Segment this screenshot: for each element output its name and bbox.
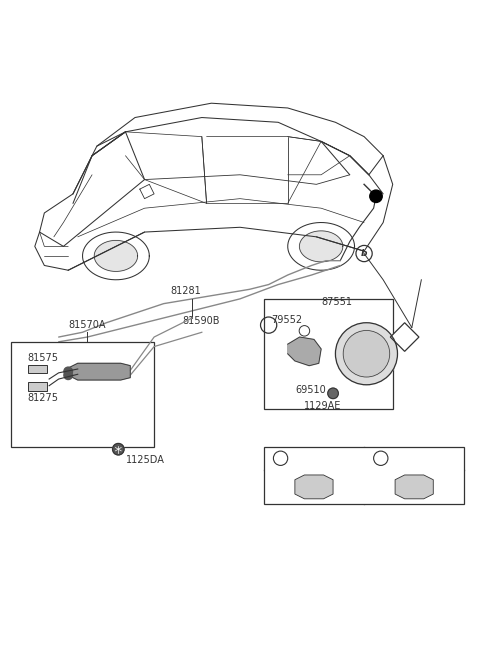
Bar [28,365,47,373]
Text: 69510: 69510 [295,386,325,396]
Circle shape [336,323,397,384]
Text: 87551: 87551 [321,297,352,307]
Bar [264,299,393,409]
Circle shape [343,331,390,377]
Text: 81575: 81575 [28,353,59,364]
Text: 1125DA: 1125DA [125,455,164,466]
Circle shape [328,388,338,399]
Text: 81199: 81199 [393,453,423,463]
Text: a: a [265,320,272,329]
Text: 81275: 81275 [28,394,59,403]
Circle shape [64,371,72,379]
Bar [264,447,464,504]
Bar [28,383,47,391]
Text: 79552: 79552 [271,315,302,325]
Polygon shape [94,240,138,271]
Bar [11,342,154,447]
Polygon shape [295,475,333,499]
Text: b: b [361,249,367,258]
Text: 81570A: 81570A [69,320,106,330]
Text: 1129AE: 1129AE [304,402,342,411]
Circle shape [370,190,382,202]
Text: 98652: 98652 [292,453,324,463]
Circle shape [64,367,72,376]
Circle shape [113,443,124,455]
Text: 81281: 81281 [171,286,202,297]
Polygon shape [395,475,433,499]
Polygon shape [288,337,321,365]
Polygon shape [300,231,343,262]
Text: b: b [378,454,384,463]
Polygon shape [68,364,130,380]
Text: 81590B: 81590B [183,316,220,326]
Text: a: a [278,454,283,463]
Circle shape [299,326,310,336]
Polygon shape [390,323,419,351]
